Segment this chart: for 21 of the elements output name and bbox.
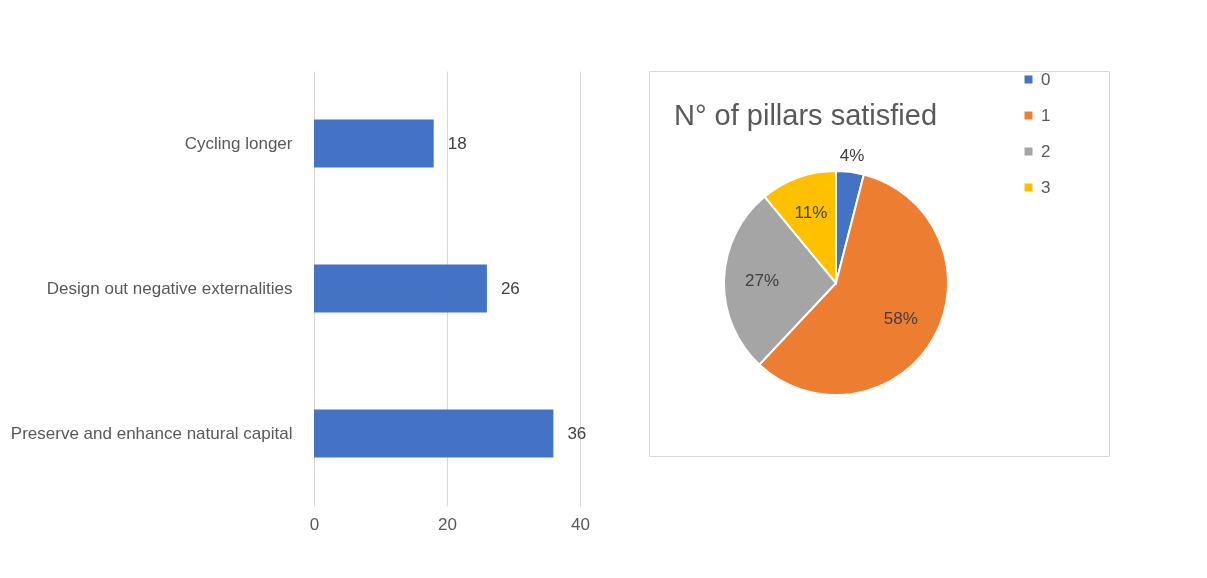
- legend-label: 3: [1041, 177, 1051, 197]
- y-tick-label: Design out negative externalities: [46, 278, 293, 298]
- legend-label: 0: [1041, 69, 1051, 89]
- data-label: 27%: [745, 270, 780, 290]
- data-label: 11%: [794, 203, 828, 223]
- data-label: 58%: [883, 308, 918, 328]
- x-tick-label: 0: [309, 514, 320, 534]
- y-tick-label: Cycling longer: [184, 133, 293, 153]
- data-label: 26: [500, 278, 520, 298]
- y-tick-label: Preserve and enhance natural capital: [10, 423, 293, 443]
- legend-label: 2: [1041, 141, 1051, 161]
- data-label: 36: [567, 423, 587, 443]
- bar: [314, 264, 487, 313]
- legend-label: 1: [1041, 105, 1051, 125]
- data-label: 18: [447, 133, 467, 153]
- data-label: 4%: [839, 146, 865, 166]
- bar: [314, 409, 554, 458]
- x-tick-label: 20: [438, 514, 457, 534]
- text: N° of pillars satisfied: [674, 99, 938, 131]
- bar: [314, 119, 434, 168]
- x-tick-label: 40: [571, 514, 590, 534]
